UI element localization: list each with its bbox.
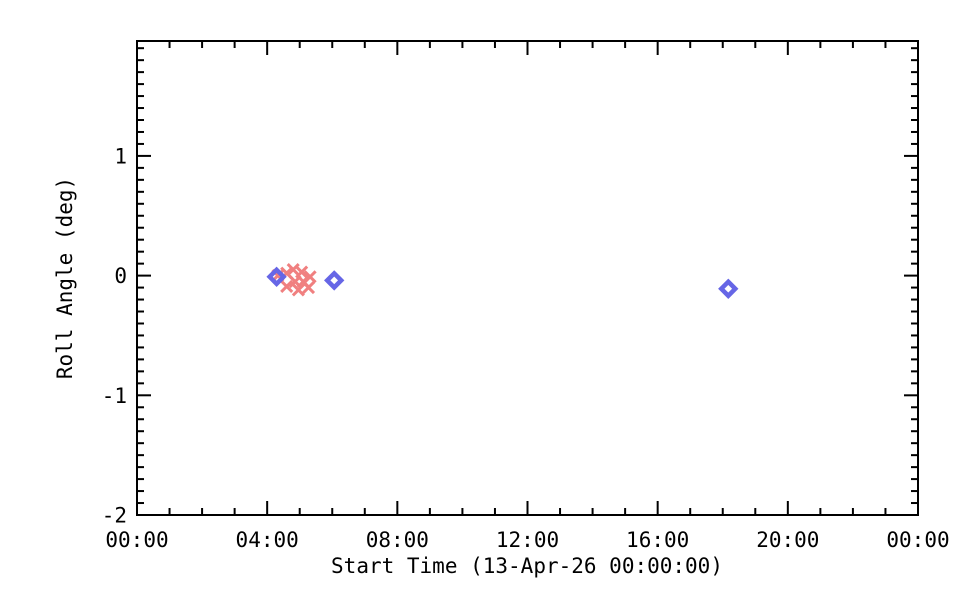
x-tick-label: 20:00 [756, 528, 819, 552]
x-marker [280, 279, 294, 293]
x-tick-label: 00:00 [105, 528, 168, 552]
y-tick-labels: -2 -1 0 1 [102, 144, 127, 527]
x-marker [295, 265, 309, 279]
x-tick-label: 16:00 [626, 528, 689, 552]
x-tick-label: 12:00 [496, 528, 559, 552]
x-marker [291, 283, 305, 297]
x-marker [303, 270, 317, 284]
x-axis-title: Start Time (13-Apr-26 00:00:00) [331, 554, 723, 578]
y-tick-label: 1 [114, 144, 127, 168]
y-axis-title: Roll Angle (deg) [53, 177, 77, 379]
x-tick-label: 08:00 [366, 528, 429, 552]
y-tick-label: -1 [102, 384, 127, 408]
y-tick-label: -2 [102, 504, 127, 528]
x-tick-label: 04:00 [236, 528, 299, 552]
axis-ticks [136, 41, 919, 516]
x-tick-label: 00:00 [886, 528, 949, 552]
y-tick-label: 0 [114, 264, 127, 288]
diamond-marker [718, 278, 739, 299]
plot-frame [136, 40, 919, 516]
plot-border [136, 40, 919, 516]
x-marker [301, 281, 316, 295]
diamond-marker [266, 266, 287, 287]
x-tick-labels: 00:00 04:00 08:00 12:00 16:00 20:00 00:00 [105, 528, 949, 552]
data-markers [266, 263, 739, 299]
diamond-marker [324, 270, 345, 291]
